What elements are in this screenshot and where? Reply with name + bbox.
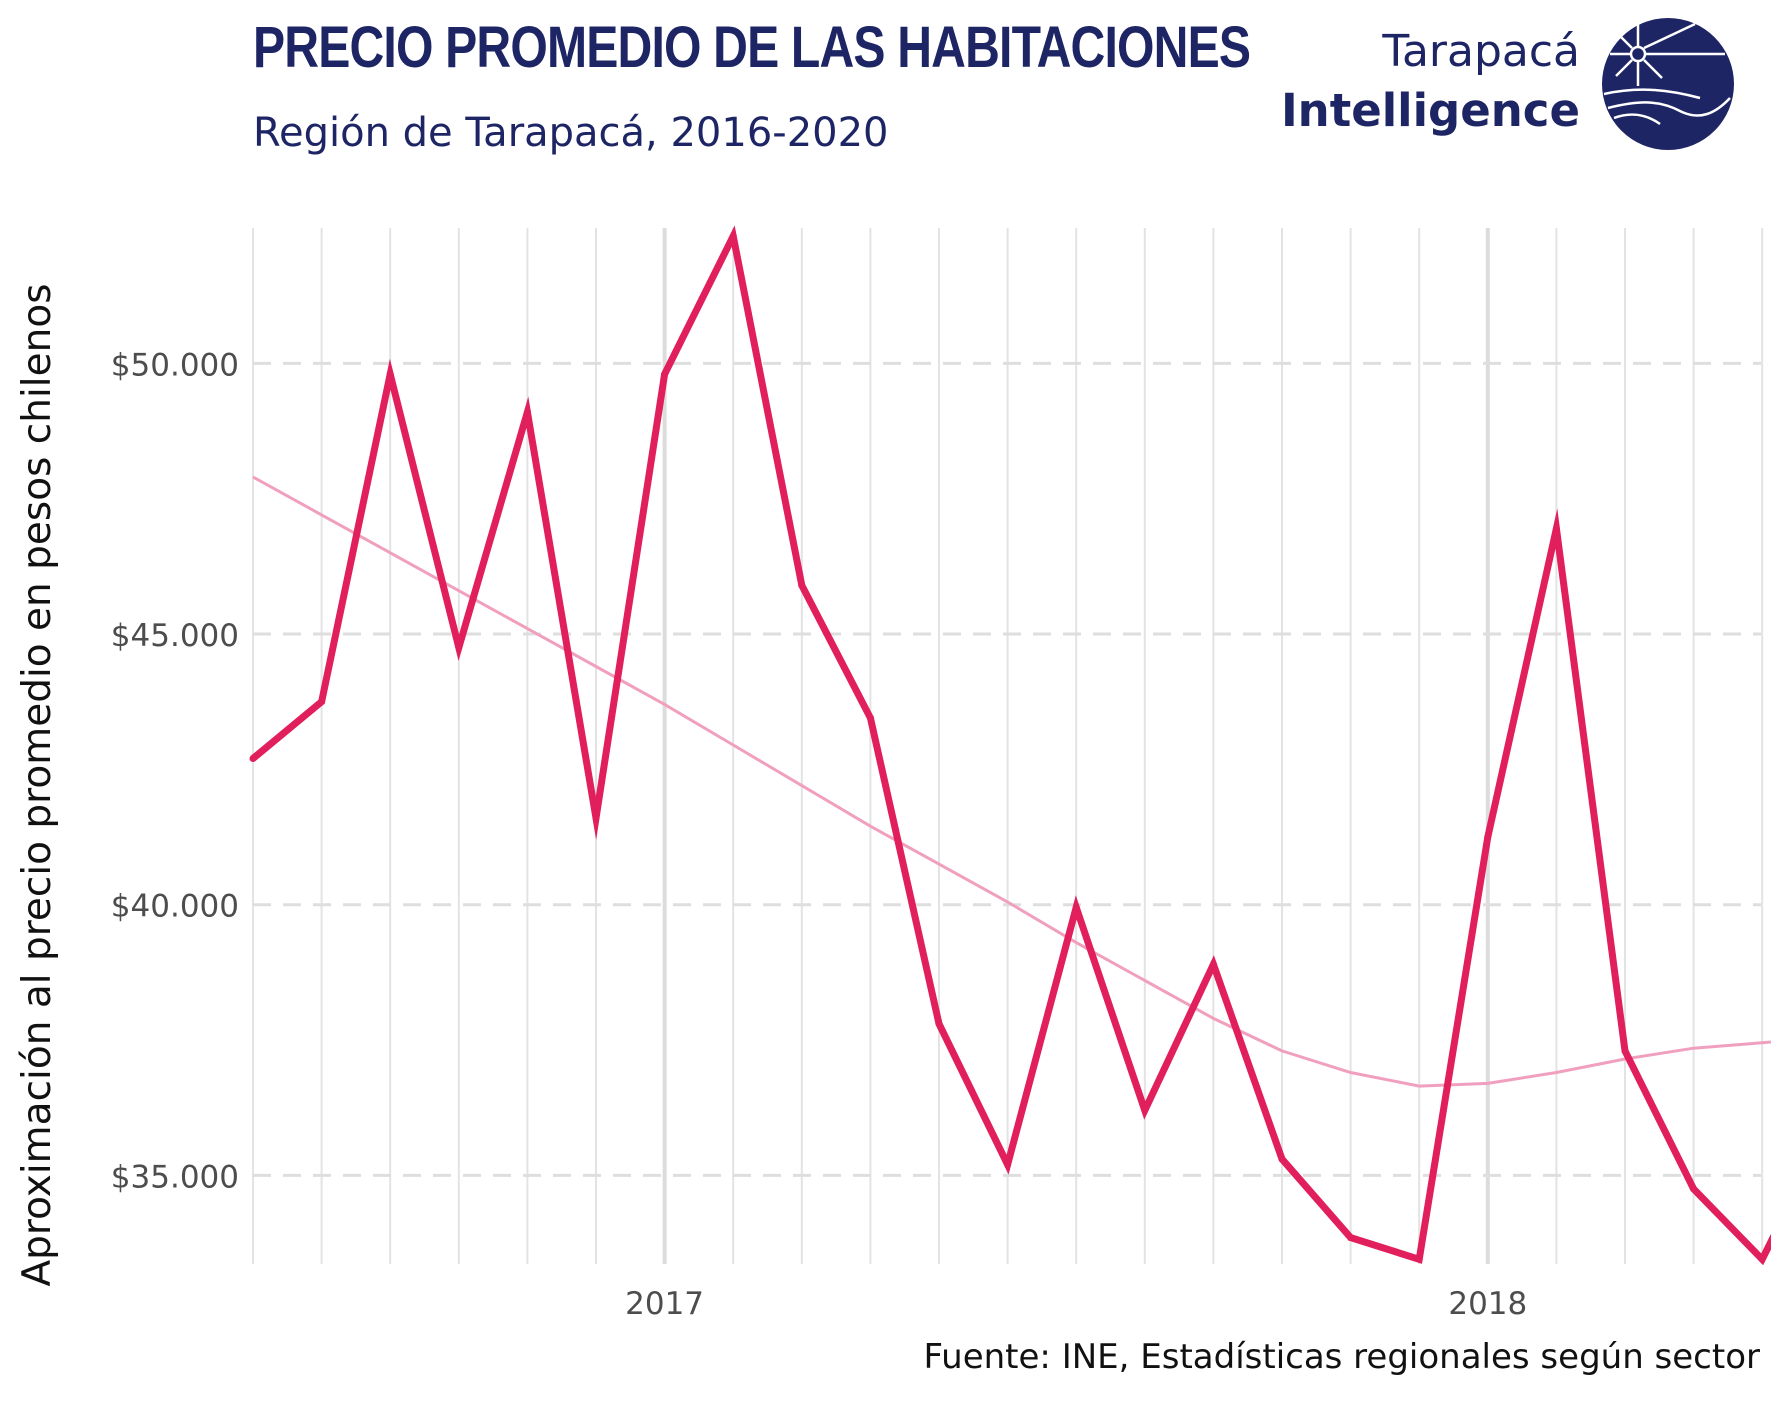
- data-point: [1415, 1255, 1423, 1263]
- data-point: [386, 370, 394, 378]
- x-axis-tick-labels: 2017201820192020: [625, 1286, 1527, 1322]
- data-point: [1347, 1234, 1355, 1242]
- y-tick-label: $35.000: [111, 1159, 239, 1195]
- trend-line: [252, 475, 1771, 1088]
- data-point: [866, 714, 874, 722]
- data-point: [1072, 903, 1080, 911]
- globe-logo-icon: [1602, 18, 1734, 150]
- logo-text-tarapaca: Tarapacá: [1382, 26, 1580, 77]
- data-point: [661, 370, 669, 378]
- data-point: [1621, 1047, 1629, 1055]
- data-point: [729, 232, 737, 240]
- y-axis-tick-labels: $35.000 $40.000 $45.000 $50.000: [111, 347, 239, 1195]
- data-point: [1690, 1185, 1698, 1193]
- data-point: [798, 581, 806, 589]
- data-point: [249, 755, 257, 763]
- chart-subtitle: Región de Tarapacá, 2016-2020: [253, 110, 889, 156]
- y-tick-label: $40.000: [111, 889, 239, 925]
- series-points: [249, 232, 1766, 1263]
- data-point: [1278, 1155, 1286, 1163]
- data-point: [455, 644, 463, 652]
- source-caption: Fuente: INE, Estadísticas regionales seg…: [923, 1337, 1760, 1377]
- data-point: [1552, 524, 1560, 532]
- data-point: [1758, 1255, 1766, 1263]
- y-tick-label: $50.000: [111, 347, 239, 383]
- data-point: [592, 814, 600, 822]
- logo-text-intelligence: Intelligence: [1280, 84, 1580, 137]
- y-axis-label: Aproximación al precio promedio en pesos…: [15, 283, 60, 1287]
- data-point: [523, 408, 531, 416]
- x-tick-label: 2017: [625, 1286, 704, 1322]
- data-point: [1004, 1161, 1012, 1169]
- chart-title: PRECIO PROMEDIO DE LAS HABITACIONES: [253, 15, 1251, 80]
- data-point: [1484, 833, 1492, 841]
- data-point: [935, 1020, 943, 1028]
- y-tick-label: $45.000: [111, 618, 239, 654]
- data-point: [1141, 1106, 1149, 1114]
- data-point: [318, 698, 326, 706]
- vertical-gridlines: [252, 228, 1764, 1264]
- x-tick-label: 2018: [1448, 1286, 1527, 1322]
- horizontal-gridlines: [253, 361, 1761, 1177]
- data-point: [1209, 960, 1217, 968]
- price-series-line: [250, 225, 1771, 1266]
